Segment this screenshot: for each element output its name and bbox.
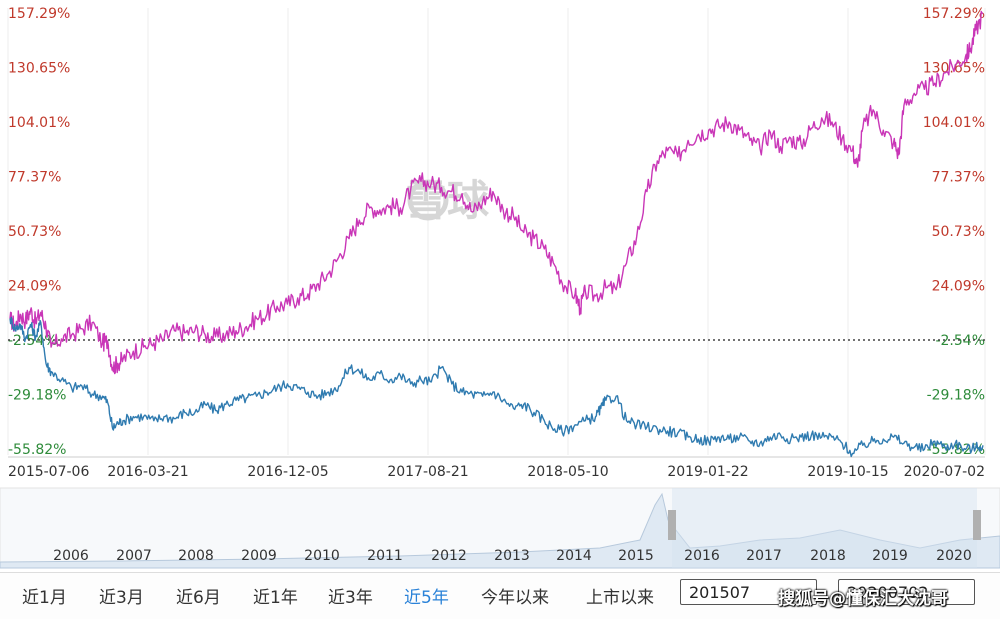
navigator-year-label: 2008 — [178, 548, 214, 564]
y-tick-label-left: 130.65% — [8, 61, 70, 77]
y-tick-label-left: 77.37% — [8, 170, 61, 186]
navigator-year-label: 2007 — [116, 548, 152, 564]
y-tick-label-right: -2.54% — [935, 333, 985, 349]
y-tick-label-right: 157.29% — [923, 6, 985, 22]
x-axis: 2015-07-06 2016-03-21 2016-12-05 2017-08-21… — [8, 456, 985, 480]
navigator-years: 2006 2007 2008 2009 2010 2011 2012 2013 2014 2015… — [53, 548, 972, 564]
navigator-year-label: 2012 — [431, 548, 467, 564]
range-btn-ytd[interactable]: 今年以来 — [481, 588, 549, 608]
y-tick-label-left: 157.29% — [8, 6, 70, 22]
range-btn-5y[interactable]: 近5年 — [404, 588, 449, 608]
x-tick-label: 2019-10-15 — [807, 464, 888, 480]
navigator-year-label: 2015 — [618, 548, 654, 564]
x-tick-label: 2020-07-02 — [904, 464, 985, 480]
navigator-year-label: 2006 — [53, 548, 89, 564]
chart-grid — [7, 8, 986, 455]
series-benchmark-line — [9, 316, 984, 458]
x-tick-label: 2017-08-21 — [387, 464, 468, 480]
navigator-year-label: 2014 — [556, 548, 592, 564]
range-btn-1y[interactable]: 近1年 — [253, 588, 298, 608]
navigator-year-label: 2016 — [684, 548, 720, 564]
x-tick-label: 2015-07-06 — [8, 464, 89, 480]
y-tick-label-right: 50.73% — [932, 224, 985, 240]
navigator-year-label: 2010 — [304, 548, 340, 564]
x-tick-label: 2018-05-10 — [527, 464, 608, 480]
series-fund-line — [9, 10, 984, 375]
y-tick-label-right: 130.65% — [923, 61, 985, 77]
y-tick-label-right: 77.37% — [932, 170, 985, 186]
navigator-year-label: 2017 — [746, 548, 782, 564]
navigator-year-label: 2013 — [494, 548, 530, 564]
range-btn-since-inception[interactable]: 上市以来 — [586, 588, 654, 608]
x-tick-label: 2016-03-21 — [107, 464, 188, 480]
navigator-year-label: 2019 — [872, 548, 908, 564]
range-btn-6m[interactable]: 近6月 — [176, 588, 221, 608]
start-date-input[interactable]: 201507 — [680, 579, 817, 605]
watermark-credit: 搜狐号@懂保汇大沈哥 — [778, 589, 948, 609]
navigator-year-label: 2011 — [367, 548, 403, 564]
y-tick-label-left: 50.73% — [8, 224, 61, 240]
y-tick-label-right: 24.09% — [932, 279, 985, 295]
y-axis-right: 157.29% 130.65% 104.01% 77.37% 50.73% 24.09% -… — [923, 6, 985, 458]
y-tick-label-left: 104.01% — [8, 115, 70, 131]
y-axis-left: 157.29% 130.65% 104.01% 77.37% 50.73% 24.09% -… — [8, 6, 70, 458]
navigator-handle-left[interactable] — [668, 510, 676, 540]
end-date-input[interactable]: 20200702 — [838, 579, 975, 605]
navigator-year-label: 2020 — [936, 548, 972, 564]
series-layer — [9, 10, 984, 458]
navigator-selection[interactable] — [672, 488, 977, 568]
y-tick-label-left: -55.82% — [8, 442, 66, 458]
navigator-year-label: 2018 — [810, 548, 846, 564]
y-tick-label-right: -55.82% — [927, 442, 985, 458]
y-tick-label-right: -29.18% — [927, 387, 985, 403]
range-btn-3m[interactable]: 近3月 — [99, 588, 144, 608]
y-tick-label-left: -29.18% — [8, 387, 66, 403]
range-btn-3y[interactable]: 近3年 — [328, 588, 373, 608]
range-navigator[interactable]: 2006 2007 2008 2009 2010 2011 2012 2013 2014 2015… — [0, 487, 1000, 569]
y-tick-label-left: -2.54% — [8, 333, 58, 349]
x-tick-label: 2019-01-22 — [667, 464, 748, 480]
navigator-handle-right[interactable] — [973, 510, 981, 540]
range-selector-bar: 近1月 近3月 近6月 近1年 近3年 近5年 今年以来 上市以来 201507… — [0, 572, 1000, 619]
range-btn-1m[interactable]: 近1月 — [22, 588, 67, 608]
navigator-year-label: 2009 — [241, 548, 277, 564]
x-tick-label: 2016-12-05 — [247, 464, 328, 480]
y-tick-label-right: 104.01% — [923, 115, 985, 131]
y-tick-label-left: 24.09% — [8, 279, 61, 295]
